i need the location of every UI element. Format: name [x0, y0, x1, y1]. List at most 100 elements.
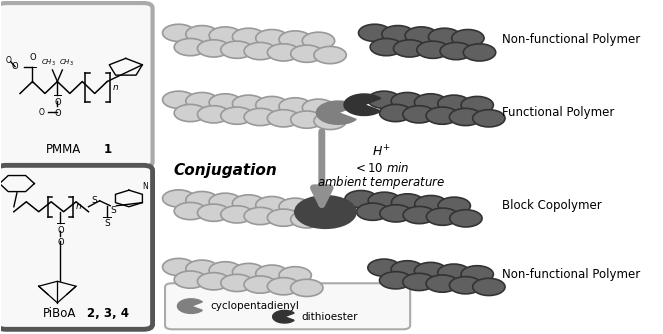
Circle shape	[244, 42, 276, 60]
Circle shape	[174, 271, 207, 288]
Text: 1: 1	[104, 143, 112, 156]
Circle shape	[279, 98, 312, 115]
Circle shape	[209, 94, 241, 111]
Circle shape	[403, 106, 435, 123]
Circle shape	[244, 108, 276, 126]
Text: O: O	[12, 62, 19, 71]
Circle shape	[279, 198, 312, 215]
Text: 2, 3, 4: 2, 3, 4	[87, 307, 129, 320]
Wedge shape	[272, 310, 294, 323]
Circle shape	[417, 41, 449, 58]
Text: O: O	[57, 237, 64, 246]
Text: S: S	[91, 196, 97, 205]
Text: O: O	[29, 53, 36, 62]
Text: S: S	[110, 205, 116, 214]
Text: Non-functional Polymer: Non-functional Polymer	[503, 33, 640, 46]
Text: Block Copolymer: Block Copolymer	[503, 199, 602, 212]
Circle shape	[186, 191, 218, 209]
Circle shape	[174, 202, 207, 220]
Text: $\mathit{ambient\ temperature}$: $\mathit{ambient\ temperature}$	[317, 174, 445, 191]
Circle shape	[438, 197, 471, 214]
Text: O: O	[57, 226, 64, 235]
Circle shape	[290, 211, 323, 228]
Circle shape	[314, 46, 346, 64]
Circle shape	[357, 203, 389, 220]
Circle shape	[426, 275, 458, 292]
Text: Functional Polymer: Functional Polymer	[503, 106, 615, 119]
Circle shape	[233, 264, 265, 281]
Wedge shape	[344, 94, 381, 116]
Circle shape	[174, 38, 207, 56]
Circle shape	[391, 261, 424, 278]
Circle shape	[162, 190, 195, 207]
Circle shape	[391, 93, 424, 110]
Circle shape	[244, 276, 276, 293]
Circle shape	[244, 207, 276, 225]
Wedge shape	[178, 299, 202, 313]
Circle shape	[450, 210, 482, 227]
Text: Conjugation: Conjugation	[174, 163, 277, 178]
Circle shape	[426, 107, 458, 124]
Circle shape	[290, 45, 323, 62]
Circle shape	[256, 196, 288, 214]
Circle shape	[162, 24, 195, 41]
Text: $CH_3$: $CH_3$	[41, 57, 56, 67]
FancyBboxPatch shape	[0, 3, 152, 167]
Circle shape	[290, 279, 323, 297]
Circle shape	[302, 99, 335, 116]
Text: N: N	[142, 182, 148, 191]
Circle shape	[440, 42, 473, 60]
Circle shape	[473, 110, 505, 127]
Circle shape	[295, 196, 356, 228]
Circle shape	[379, 105, 412, 122]
Circle shape	[314, 112, 346, 130]
Circle shape	[461, 266, 493, 283]
Circle shape	[359, 24, 391, 41]
Circle shape	[221, 206, 253, 223]
Circle shape	[279, 267, 312, 284]
FancyArrowPatch shape	[314, 132, 330, 204]
Text: S: S	[104, 219, 110, 228]
Circle shape	[302, 32, 335, 49]
Circle shape	[209, 27, 241, 44]
Circle shape	[428, 28, 461, 45]
Circle shape	[233, 95, 265, 112]
Text: $\mathit{< 10\ min}$: $\mathit{< 10\ min}$	[353, 161, 409, 175]
Text: PMMA: PMMA	[46, 143, 81, 156]
Circle shape	[382, 26, 414, 43]
FancyBboxPatch shape	[0, 165, 152, 329]
Circle shape	[267, 278, 300, 295]
Text: $CH_3$: $CH_3$	[58, 57, 74, 67]
Text: $n$: $n$	[75, 202, 82, 211]
Circle shape	[473, 278, 505, 296]
Circle shape	[174, 105, 207, 122]
Circle shape	[209, 193, 241, 210]
Circle shape	[233, 28, 265, 45]
Circle shape	[463, 44, 496, 61]
Circle shape	[162, 91, 195, 108]
Circle shape	[379, 272, 412, 289]
Text: dithioester: dithioester	[301, 312, 358, 322]
Circle shape	[426, 208, 459, 225]
Text: cyclopentadienyl: cyclopentadienyl	[210, 301, 299, 311]
Circle shape	[415, 195, 447, 213]
Text: Non-functional Polymer: Non-functional Polymer	[503, 268, 640, 281]
Text: O: O	[6, 55, 12, 64]
Circle shape	[186, 26, 218, 43]
Circle shape	[186, 93, 218, 110]
Text: O: O	[39, 108, 45, 117]
Circle shape	[267, 44, 300, 61]
Circle shape	[414, 263, 447, 280]
Circle shape	[438, 95, 470, 112]
Text: O: O	[54, 98, 61, 107]
Wedge shape	[316, 101, 356, 124]
Text: $\mathit{H^{+}}$: $\mathit{H^{+}}$	[371, 144, 391, 160]
Circle shape	[256, 97, 288, 114]
Circle shape	[198, 204, 230, 221]
Circle shape	[198, 106, 230, 123]
Circle shape	[186, 260, 218, 277]
Circle shape	[267, 110, 300, 127]
Circle shape	[221, 274, 253, 292]
FancyBboxPatch shape	[165, 283, 410, 329]
Circle shape	[450, 108, 482, 126]
